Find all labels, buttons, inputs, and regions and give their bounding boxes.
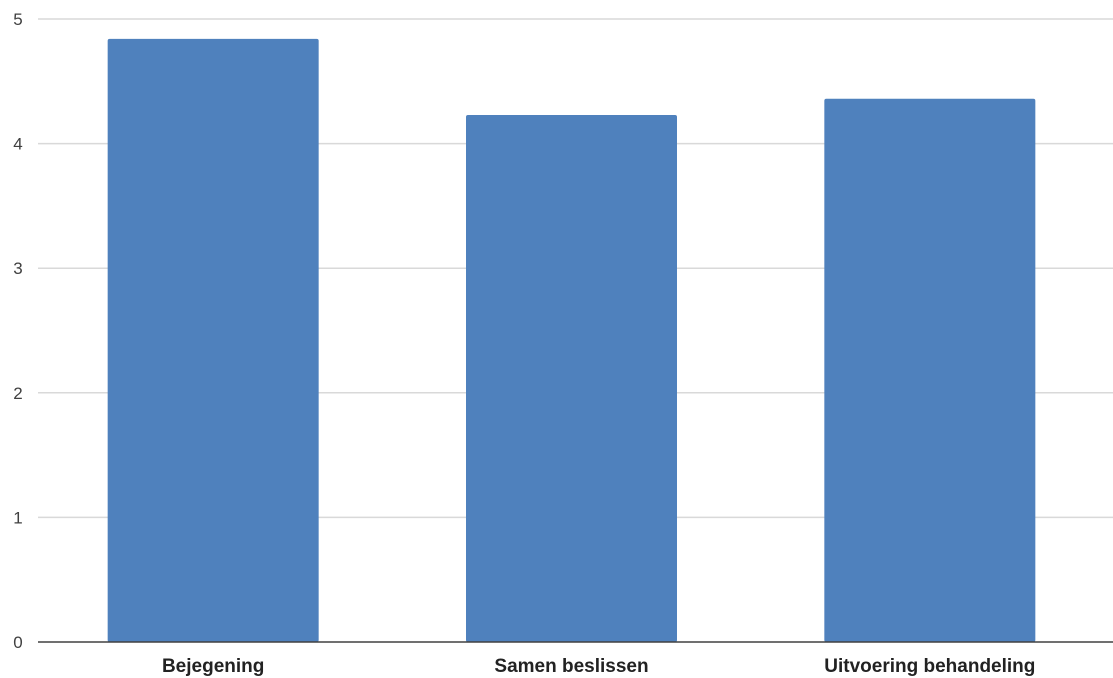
bar-samen-beslissen — [466, 114, 677, 642]
bar-uitvoering-behandeling — [824, 98, 1036, 642]
y-axis-ticks: 0 1 2 3 4 5 — [13, 10, 22, 652]
y-tick-label: 4 — [13, 135, 22, 154]
bar-bejegening — [107, 38, 319, 643]
x-tick-label: Uitvoering behandeling — [824, 656, 1035, 677]
x-tick-label: Bejegening — [162, 656, 264, 677]
y-tick-label: 1 — [13, 508, 22, 527]
y-tick-label: 2 — [13, 384, 22, 403]
x-axis-ticks: Bejegening Samen beslissen Uitvoering beha… — [162, 656, 1035, 677]
y-tick-label: 3 — [13, 259, 22, 278]
y-tick-label: 5 — [13, 10, 22, 29]
x-tick-label: Samen beslissen — [494, 656, 648, 677]
bars — [107, 38, 1036, 643]
y-tick-label: 0 — [13, 633, 22, 652]
